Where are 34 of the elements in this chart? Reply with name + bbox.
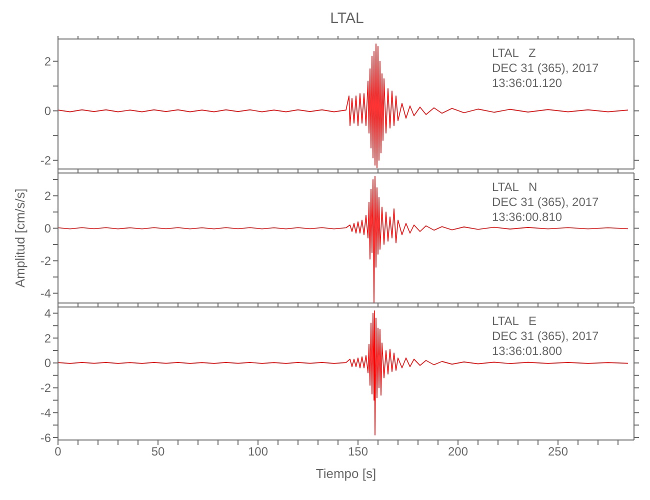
y-tick-label: 4 (44, 306, 52, 320)
y-tick-label: 2 (44, 189, 52, 204)
y-tick-label: -2 (40, 154, 52, 168)
annotation: 13:36:00.810 (492, 210, 564, 225)
annotation: DEC 31 (365), 2017 (492, 329, 599, 344)
y-tick-label: -2 (40, 254, 52, 268)
x-tick-label: 250 (548, 444, 568, 459)
y-tick-label: 0 (44, 222, 52, 236)
y-tick-label: 0 (44, 356, 52, 370)
line-series (58, 176, 628, 303)
annotation: DEC 31 (365), 2017 (492, 195, 599, 210)
line-series (58, 44, 628, 168)
annotation: 13:36:01.120 (492, 76, 564, 91)
x-tick-label: 100 (248, 444, 268, 459)
x-axis-title: Tiempo [s] (316, 466, 376, 481)
annotation: DEC 31 (365), 2017 (492, 61, 599, 76)
y-axis-title: Amplitud [cm/s/s] (12, 188, 28, 288)
y-tick-label: -4 (40, 286, 52, 301)
y-tick-label: -4 (40, 406, 52, 420)
y-tick-label: -6 (40, 430, 52, 445)
y-tick-label: 0 (44, 104, 52, 118)
x-tick-label: 150 (348, 444, 368, 459)
line-series (58, 310, 628, 436)
annotation: 13:36:01.800 (492, 344, 564, 359)
x-tick-label: 0 (54, 444, 62, 459)
x-tick-label: 50 (151, 444, 165, 459)
x-tick-label: 200 (448, 444, 468, 459)
annotation: LTAL Z (492, 46, 537, 61)
annotation: LTAL N (492, 180, 538, 195)
annotation: LTAL E (492, 314, 538, 329)
y-tick-label: -2 (40, 381, 52, 396)
y-tick-label: 2 (44, 331, 52, 346)
chart-title: LTAL (329, 9, 365, 29)
y-tick-label: 2 (44, 54, 52, 69)
